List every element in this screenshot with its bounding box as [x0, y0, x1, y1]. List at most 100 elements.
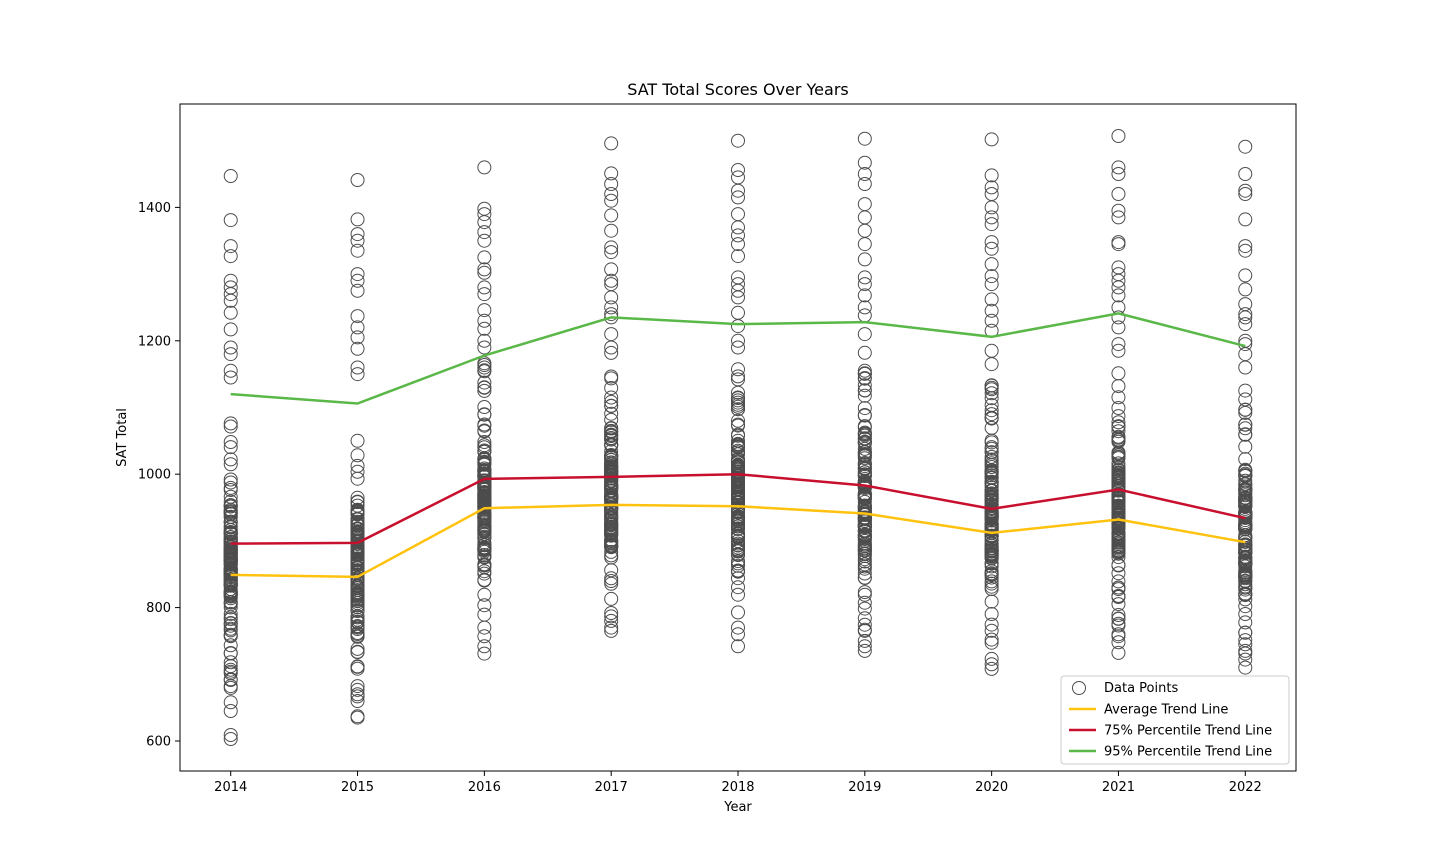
data-point — [984, 380, 999, 395]
data-point — [223, 507, 238, 522]
data-point — [857, 554, 872, 569]
data-point — [477, 207, 492, 222]
data-point — [350, 709, 365, 724]
data-point — [857, 420, 872, 435]
data-point — [731, 544, 745, 559]
data-point — [731, 522, 745, 536]
data-point — [223, 489, 238, 504]
data-point — [604, 574, 619, 588]
data-point — [1111, 203, 1126, 218]
data-point — [1111, 558, 1126, 573]
data-point — [477, 587, 492, 602]
data-point — [477, 313, 492, 328]
data-point — [350, 615, 365, 630]
data-point — [477, 383, 492, 398]
data-point — [984, 241, 999, 256]
data-point — [731, 497, 745, 512]
data-point — [857, 383, 872, 398]
data-point — [350, 679, 365, 694]
data-point — [984, 303, 999, 318]
data-point — [857, 570, 872, 585]
data-point — [350, 267, 365, 282]
data-point — [984, 410, 999, 425]
data-point — [731, 372, 745, 387]
data-point — [350, 547, 365, 562]
data-point — [1111, 474, 1126, 489]
legend-label-p95-trend-line: 95% Percentile Trend Line — [1104, 745, 1272, 760]
data-point — [1238, 392, 1253, 407]
data-point — [350, 448, 365, 463]
data-point — [1238, 633, 1253, 648]
data-point — [350, 661, 365, 676]
data-point — [477, 265, 492, 280]
data-point — [223, 169, 238, 183]
data-point — [604, 177, 619, 191]
data-point — [1111, 160, 1126, 175]
data-point — [223, 213, 238, 228]
data-point — [984, 521, 999, 536]
data-point — [731, 170, 745, 185]
data-point — [477, 598, 492, 613]
data-point — [1111, 627, 1126, 642]
data-point — [984, 493, 999, 508]
data-point — [731, 519, 745, 534]
data-point — [1111, 597, 1126, 612]
data-point — [731, 133, 745, 148]
data-point — [477, 423, 492, 438]
data-point — [350, 600, 365, 615]
data-point — [984, 466, 999, 481]
data-point — [984, 313, 999, 328]
data-point — [223, 704, 238, 718]
data-point — [857, 363, 872, 378]
data-point — [223, 435, 238, 449]
data-point — [350, 687, 365, 702]
data-point — [350, 609, 365, 624]
data-point — [223, 616, 238, 631]
data-point — [477, 538, 492, 553]
data-point — [984, 217, 999, 232]
data-point — [604, 208, 619, 223]
x-tick-label: 2017 — [595, 780, 628, 795]
data-point — [1111, 582, 1126, 597]
data-point — [477, 262, 492, 277]
trend-lines — [230, 312, 1246, 579]
data-point — [857, 155, 872, 170]
data-point — [477, 363, 492, 378]
data-point — [350, 644, 365, 659]
data-point — [223, 638, 238, 653]
legend-label-average-trend-line: Average Trend Line — [1104, 703, 1228, 718]
data-point — [477, 629, 492, 644]
data-point — [1238, 360, 1253, 375]
data-point — [223, 646, 238, 661]
data-point — [731, 480, 745, 495]
data-point — [223, 627, 238, 642]
average-trend-line — [230, 503, 1246, 579]
data-point — [350, 367, 365, 382]
data-point — [604, 591, 619, 606]
data-point — [1111, 288, 1126, 303]
data-point — [731, 237, 745, 252]
data-point — [1238, 625, 1253, 640]
data-point — [857, 277, 872, 292]
data-point — [1111, 187, 1126, 201]
data-point — [350, 603, 365, 618]
data-point — [731, 436, 745, 451]
data-point — [731, 494, 745, 509]
data-point — [477, 233, 492, 248]
data-point — [984, 594, 999, 609]
data-point — [477, 510, 492, 525]
data-point — [984, 623, 999, 638]
data-point — [984, 200, 999, 215]
data-point — [477, 531, 492, 546]
data-point — [223, 419, 238, 434]
data-point — [857, 623, 872, 638]
data-point — [984, 292, 999, 307]
data-point — [731, 369, 745, 384]
data-point — [223, 504, 238, 519]
data-point — [1238, 317, 1253, 332]
data-point — [984, 257, 999, 272]
data-point — [477, 463, 492, 478]
data-point — [984, 632, 999, 647]
data-point — [604, 136, 619, 151]
data-point — [857, 388, 872, 403]
